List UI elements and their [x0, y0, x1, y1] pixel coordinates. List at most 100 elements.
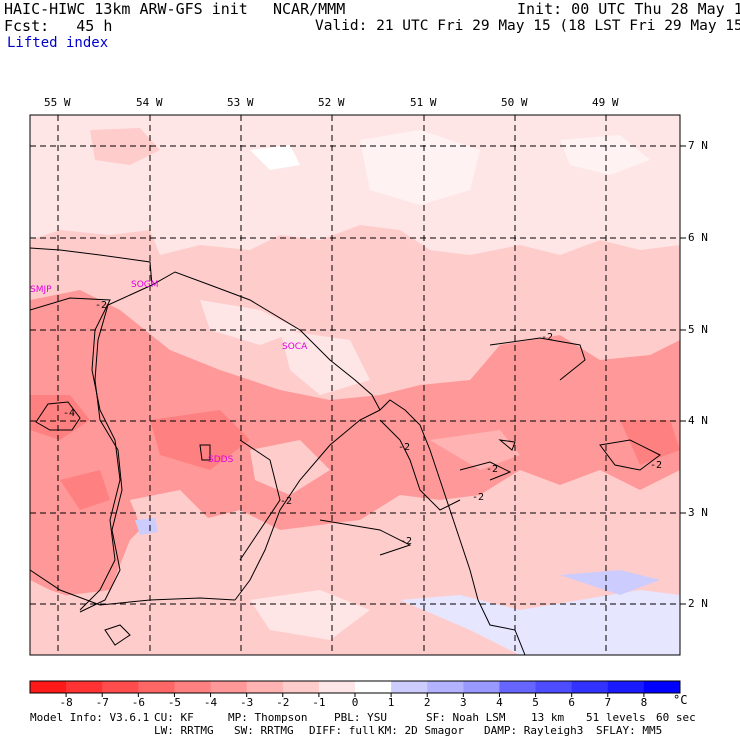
- contour-line: [489, 337, 586, 381]
- footer-diff: DIFF: full: [309, 724, 376, 737]
- contour-label: -2: [398, 442, 410, 453]
- footer-levels: 51 levels: [586, 711, 646, 724]
- contour-line: [239, 439, 281, 561]
- footer-lw: LW: RRTMG: [154, 724, 214, 737]
- footer-km: KM: 2D Smagor: [378, 724, 465, 737]
- forecast-hour: Fcst: 45 h: [4, 17, 113, 35]
- field-band-mid: [30, 290, 680, 600]
- colorbar-swatch: [210, 681, 248, 693]
- field-name: Lifted index: [7, 35, 109, 51]
- colorbar-tick-label: 4: [496, 696, 503, 709]
- lon-label-54w: 54 W: [136, 96, 163, 109]
- colorbar-swatch: [318, 681, 356, 693]
- colorbar-swatch: [174, 681, 212, 693]
- contour-label: -2: [650, 460, 662, 471]
- footer-cu: CU: KF: [154, 711, 194, 724]
- colorbar-tick-label: -2: [276, 696, 289, 709]
- colorbar-unit: °C: [673, 693, 688, 707]
- lat-label-7n: 7 N: [688, 139, 708, 152]
- field-patch: [280, 330, 370, 395]
- shaded-field: [30, 115, 680, 655]
- latlon-grid: [30, 115, 680, 655]
- contour-line: [498, 439, 516, 451]
- contour-label: -4: [63, 408, 75, 419]
- colorbar-tick-label: -7: [96, 696, 109, 709]
- colorbar-tick-label: 0: [352, 696, 359, 709]
- footer-resolution: 13 km: [531, 711, 565, 724]
- colorbar-swatch: [391, 681, 428, 693]
- footer-sf: SF: Noah LSM: [426, 711, 506, 724]
- colorbar-swatch: [66, 681, 103, 693]
- colorbar-swatch: [355, 681, 392, 693]
- field-patch: [250, 590, 370, 640]
- field-patch: [360, 130, 480, 205]
- colorbar-tick-label: -1: [312, 696, 325, 709]
- contour-line: [319, 519, 412, 556]
- contours: [30, 297, 661, 646]
- border-line: [379, 399, 526, 656]
- field-patch: [250, 145, 300, 170]
- colorbar-tick-label: -6: [132, 696, 145, 709]
- field-light-north: [30, 115, 680, 255]
- lat-label-2n: 2 N: [688, 597, 708, 610]
- field-patch: [200, 300, 300, 345]
- lon-label-55w: 55 W: [44, 96, 71, 109]
- colorbar-tick-label: 6: [568, 696, 575, 709]
- contour-line: [104, 624, 131, 646]
- center-label: NCAR/MMM: [273, 0, 346, 18]
- colorbar-tick-label: 8: [641, 696, 648, 709]
- contour-line: [35, 401, 81, 431]
- station-label-sdds: SDDS: [208, 455, 234, 465]
- colorbar-swatch: [102, 681, 139, 693]
- field-positive: [560, 570, 660, 595]
- border-line: [29, 569, 236, 606]
- contour-line: [199, 444, 211, 461]
- contour-label: -2: [400, 536, 412, 547]
- colorbar-swatch: [499, 681, 537, 693]
- field-patch: [430, 430, 520, 470]
- contour-label: -2: [472, 492, 484, 503]
- colorbar-tick-label: 3: [460, 696, 467, 709]
- lat-label-5n: 5 N: [688, 323, 708, 336]
- field-patch-dark: [30, 395, 90, 440]
- contour-label-group: -2 -4 -2 -2 -2 -2 -2 -2 -2: [63, 300, 662, 547]
- colorbar-tick-labels: -8 -7 -6 -5 -4 -3 -2 -1 0 1 2 3 4 5 6 7 8: [59, 696, 647, 709]
- colorbar-tick-label: -5: [168, 696, 181, 709]
- colorbar: [29, 680, 681, 697]
- colorbar-tick-label: -8: [59, 696, 72, 709]
- field-positive: [400, 590, 680, 655]
- colorbar-tick-label: 1: [388, 696, 395, 709]
- colorbar-tick-label: -4: [204, 696, 218, 709]
- field-patch: [250, 440, 330, 495]
- footer-timestep: 60 sec: [656, 711, 696, 724]
- colorbar-swatch: [463, 681, 500, 693]
- contour-label: -2: [486, 464, 498, 475]
- colorbar-tick-label: 5: [532, 696, 539, 709]
- field-patch-dark: [150, 410, 250, 470]
- lat-label-3n: 3 N: [688, 506, 708, 519]
- colorbar-swatch: [30, 681, 67, 693]
- border-line: [234, 409, 381, 601]
- field-patch-dark: [620, 420, 680, 465]
- contour-line: [599, 439, 661, 471]
- footer-pbl: PBL: YSU: [334, 711, 387, 724]
- colorbar-swatch: [535, 681, 573, 693]
- station-label-smjp: SMJP: [30, 285, 52, 295]
- colorbar-swatch: [138, 681, 175, 693]
- colorbar-swatch: [643, 681, 681, 693]
- lon-label-52w: 52 W: [318, 96, 345, 109]
- footer-model-info: Model Info: V3.6.1: [30, 711, 150, 724]
- lon-label-50w: 50 W: [501, 96, 528, 109]
- lon-label-51w: 51 W: [410, 96, 437, 109]
- colorbar-swatch: [246, 681, 284, 693]
- field-patch-dark: [60, 470, 110, 510]
- map-frame: [29, 114, 681, 656]
- contour-line: [459, 461, 512, 481]
- colorbar-tick-label: 2: [424, 696, 431, 709]
- valid-time: Valid: 21 UTC Fri 29 May 15 (18 LST Fri …: [315, 18, 740, 34]
- colorbar-swatch: [427, 681, 464, 693]
- contour-line: [379, 419, 461, 511]
- field-positive: [135, 518, 158, 535]
- contour-label: -2: [280, 496, 292, 507]
